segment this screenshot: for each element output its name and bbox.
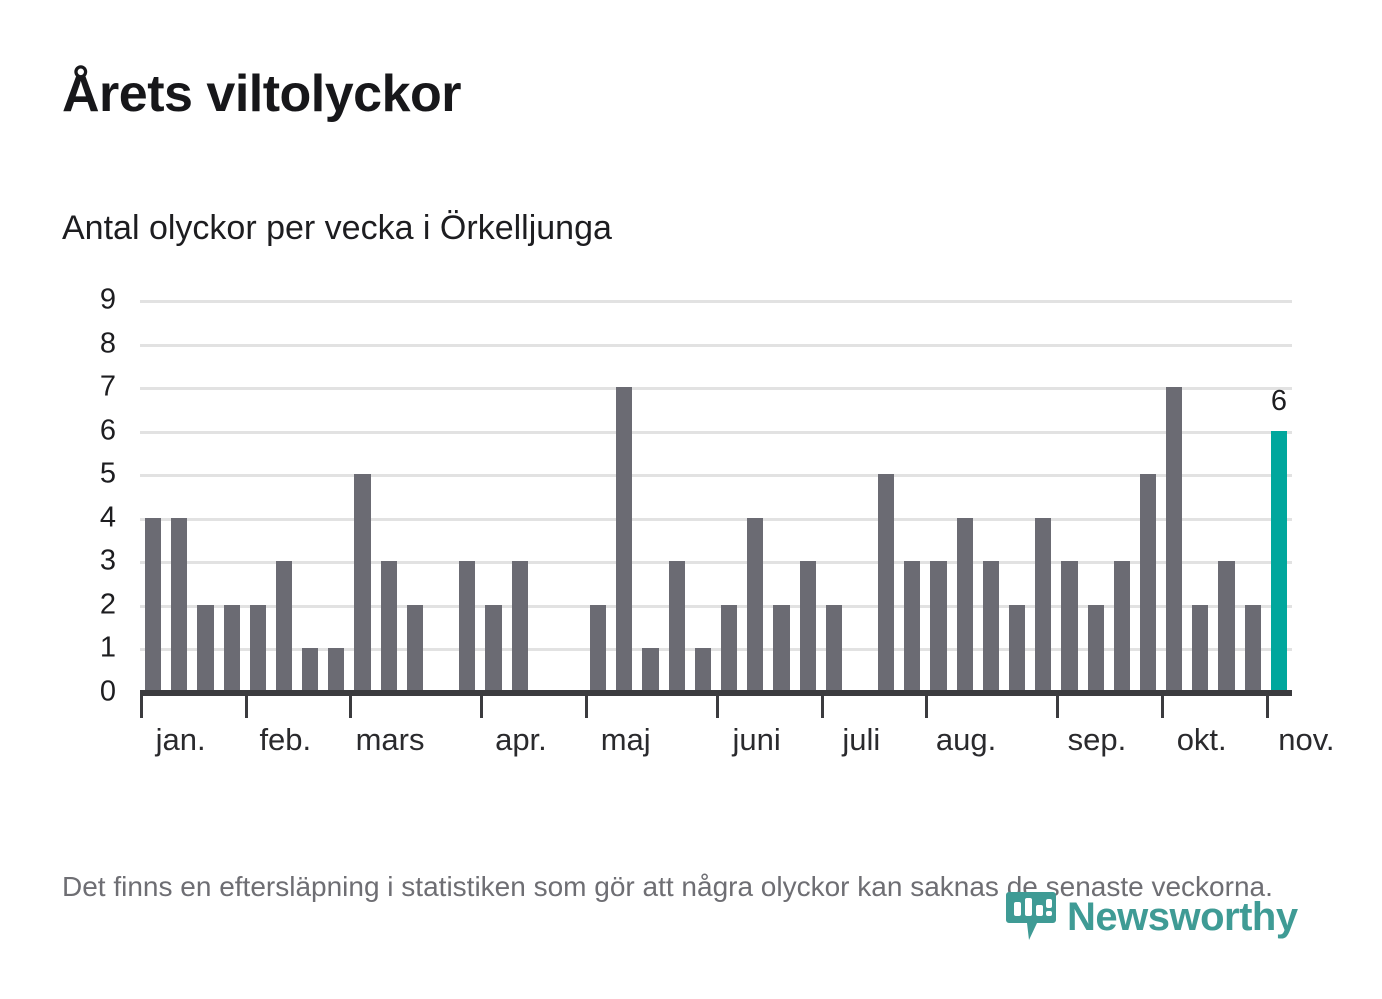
newsworthy-logo: Newsworthy [1005,890,1298,944]
y-tick-label: 1 [99,631,116,664]
y-tick-label: 7 [99,370,116,403]
x-axis-line [140,690,1292,696]
x-tickmark [925,696,929,718]
bar[interactable] [459,561,476,692]
bar[interactable] [616,387,633,692]
bar[interactable] [878,474,895,692]
newsworthy-bars-bubble-icon [1006,892,1056,940]
y-tick-label: 4 [99,501,116,534]
bar[interactable] [328,648,345,692]
bar[interactable] [694,648,711,692]
x-axis-labels: jan. feb. mars apr. maj juni juli aug. sep. okt. n… [140,720,1335,766]
x-tick-label: feb. [259,722,312,757]
x-tick-label: juli [842,722,881,757]
bar[interactable] [1008,604,1026,692]
gridline [140,343,1292,347]
y-tick-label: 8 [99,327,116,360]
bar[interactable] [1061,561,1078,692]
bar[interactable] [1244,604,1261,692]
x-tick-label: aug. [935,722,997,757]
x-tickmark [349,696,353,718]
x-tick-label: maj [600,722,651,757]
bar[interactable] [982,561,999,692]
y-tick-label: 9 [99,283,116,316]
bar[interactable] [171,517,188,692]
x-tickmark [244,696,248,718]
y-tick-label: 0 [99,675,116,708]
bar-chart: 0 1 2 3 4 5 6 7 8 9 6 jan. feb. mars apr. maj juni juli… [62,285,1335,770]
bar[interactable] [590,604,607,692]
gridline [140,474,1292,478]
bar[interactable] [1035,517,1052,692]
bar[interactable] [511,561,528,692]
bar[interactable] [1192,604,1209,692]
y-tick-label: 2 [99,588,116,621]
y-tick-label: 3 [99,544,116,577]
bar-value-label: 6 [1270,384,1287,417]
bar-series: 6 [140,300,1292,692]
bar[interactable] [668,561,685,692]
bar[interactable] [223,604,240,692]
bar[interactable] [144,517,162,692]
x-tick-label: apr. [495,722,547,757]
bar[interactable] [1113,561,1130,692]
gridline [140,648,1292,652]
x-tick-label: nov. [1278,722,1335,757]
x-tick-label: sep. [1067,722,1127,757]
y-tick-label: 5 [99,457,116,490]
bar[interactable] [720,604,738,692]
bar[interactable] [825,604,842,692]
gridline [140,561,1292,565]
x-tickmark [1265,696,1269,718]
x-tickmark [1056,696,1060,718]
y-axis-labels: 0 1 2 3 4 5 6 7 8 9 [62,285,116,706]
bar[interactable] [773,604,790,692]
bar[interactable] [249,604,266,692]
y-tick-label: 6 [99,414,116,447]
bar[interactable] [406,604,423,692]
bar-highlighted[interactable] [1270,430,1287,692]
bar[interactable] [1218,561,1235,692]
gridline [140,430,1292,434]
x-tickmark [820,696,824,718]
x-tickmark [585,696,589,718]
x-tick-label: okt. [1176,722,1227,757]
logo-wordmark: Newsworthy [1067,895,1298,939]
bar[interactable] [275,561,293,692]
bar[interactable] [956,517,973,692]
footnote: Det finns en eftersläpning i statistiken… [62,871,1273,902]
gridline [140,517,1292,521]
bar[interactable] [642,648,659,692]
bar[interactable] [1139,474,1157,692]
x-axis-tickmarks [140,696,1292,718]
bar[interactable] [380,561,397,692]
page-title: Årets viltolyckor [62,65,462,123]
bar[interactable] [904,561,921,692]
x-tick-label: juni [732,722,781,757]
chart-subtitle: Antal olyckor per vecka i Örkelljunga [62,209,612,247]
bar[interactable] [1087,604,1104,692]
bar[interactable] [197,604,214,692]
bar[interactable] [354,474,371,692]
x-tickmark [480,696,484,718]
bar[interactable] [485,604,502,692]
gridline [140,387,1292,391]
x-tickmark [716,696,719,718]
gridline [140,300,1292,303]
bar[interactable] [1166,387,1183,692]
bar[interactable] [799,561,816,692]
plot-area: 6 [140,300,1292,692]
x-tick-label: jan. [155,722,206,757]
bar[interactable] [930,561,947,692]
x-tick-label: mars [355,722,425,757]
bar[interactable] [302,648,319,692]
bar[interactable] [747,517,764,692]
gridline [140,604,1292,608]
x-tickmark [140,696,143,718]
x-tickmark [1161,696,1165,718]
